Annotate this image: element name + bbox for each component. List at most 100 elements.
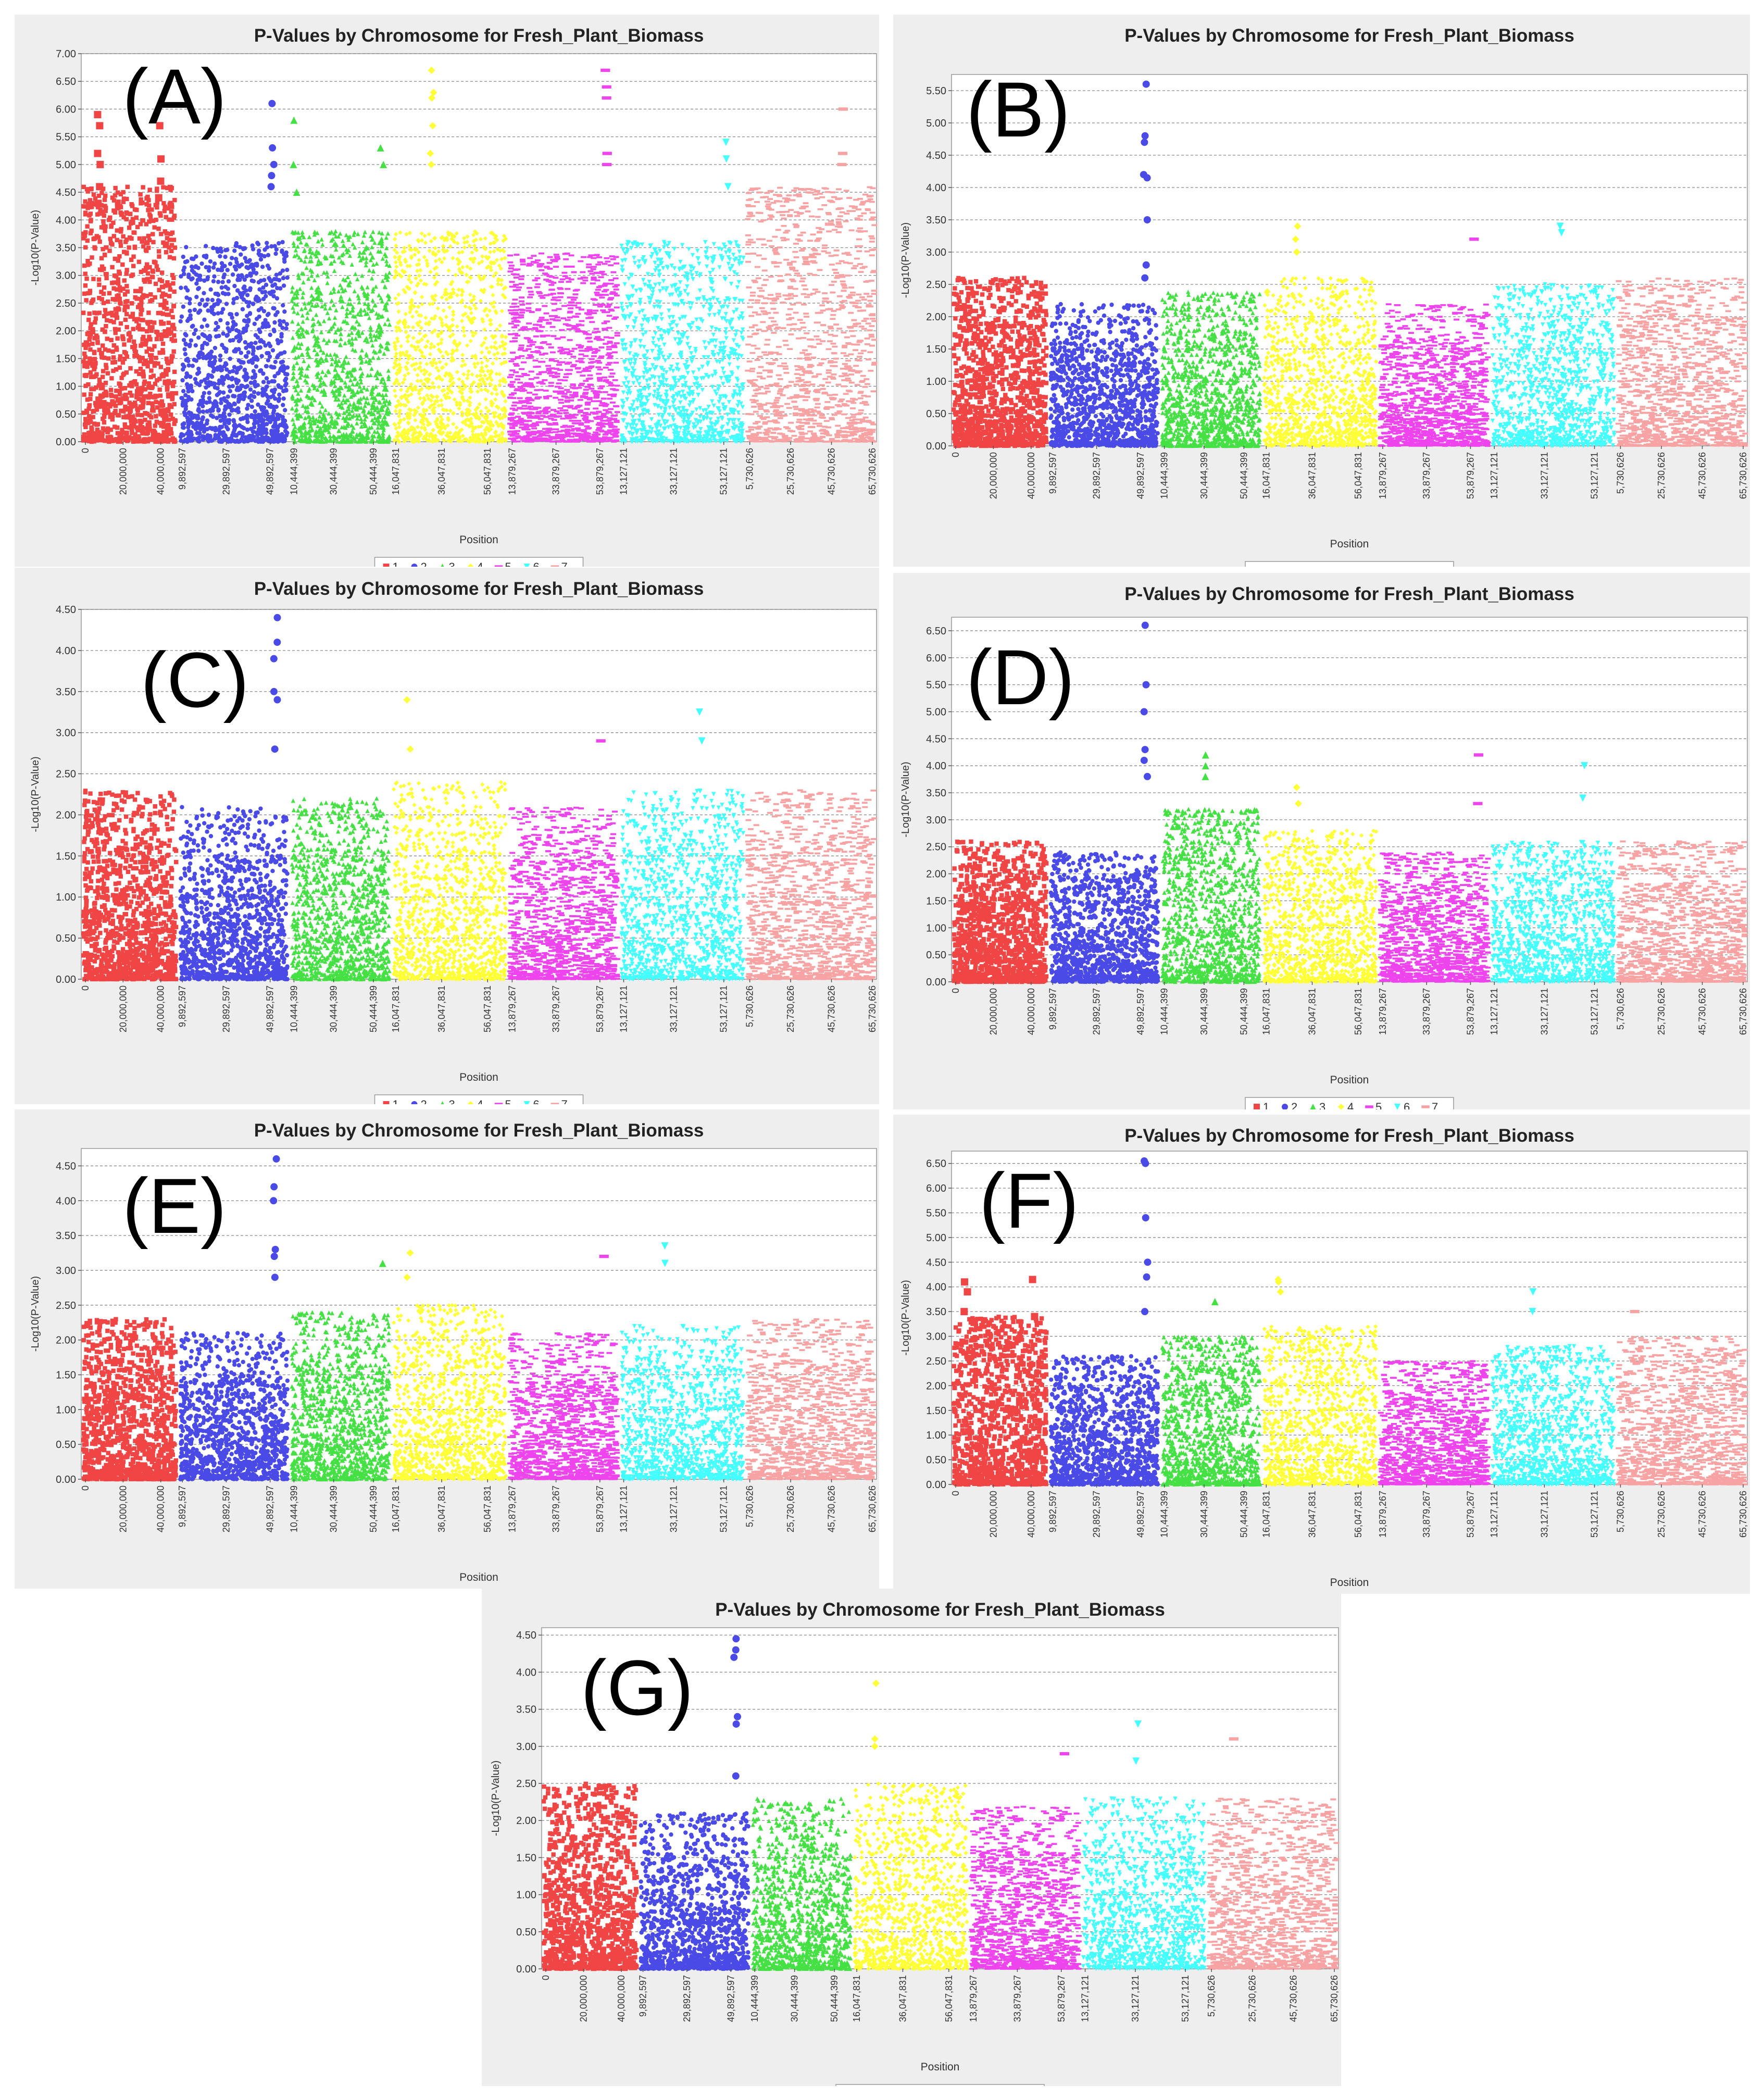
peak-point-chr-2 [1141,139,1148,146]
peak-point-chr-1 [96,183,104,191]
chromosome-series-7 [745,789,878,980]
peak-point-chr-3 [1202,762,1209,770]
panel-label: (E) [122,1162,227,1250]
x-tick-label: 56,047,831 [482,448,493,495]
legend-marker-1 [383,1101,390,1104]
chart-title: P-Values by Chromosome for Fresh_Plant_B… [1124,1126,1574,1146]
x-axis-label: Position [459,1571,498,1583]
y-tick-label: 0.50 [56,933,76,944]
background-points-chr-2 [178,1331,290,1482]
peak-point-chr-3 [380,160,387,168]
peak-point-chr-5 [602,96,611,100]
legend-marker-4 [467,564,474,567]
background-points-chr-6 [619,240,746,444]
chromosome-series-4 [1262,276,1379,448]
chromosome-series-6 [619,240,746,444]
y-tick-label: 4.00 [56,1195,76,1207]
y-tick-label: 3.50 [516,1704,536,1716]
peak-point-chr-5 [602,163,612,167]
chromosome-series-1 [951,1315,1049,1487]
x-tick-label: 20,000,000 [988,452,998,499]
x-tick-label: 53,879,267 [1465,452,1475,499]
x-axis-label: Position [1330,1577,1369,1589]
y-tick-label: 2.00 [516,1815,536,1827]
x-tick-label: 13,127,121 [619,1485,629,1532]
x-tick-label: 56,047,831 [482,1485,493,1532]
y-tick-label: 1.50 [926,895,946,907]
peak-point-chr-2 [270,655,278,663]
x-tick-label: 29,892,597 [682,1975,692,2022]
x-tick-label: 33,127,121 [1130,1975,1141,2022]
peak-point-chr-5 [1469,238,1479,241]
peak-point-chr-3 [293,189,301,196]
x-tick-label: 30,444,399 [1199,1491,1209,1538]
y-tick-label: 1.00 [56,892,76,903]
x-tick-label: 30,444,399 [329,448,339,495]
legend-marker-4 [1338,1104,1344,1109]
background-points-chr-5 [507,806,620,980]
peak-point-chr-5 [600,68,610,72]
x-tick-label: 16,047,831 [1261,988,1271,1035]
x-tick-label: 53,879,267 [595,1485,605,1532]
peak-point-chr-4 [428,66,435,74]
peak-point-chr-2 [267,183,275,191]
x-tick-label: 40,000,000 [156,1485,166,1532]
y-tick-label: 4.50 [926,1257,946,1268]
background-points-chr-5 [1378,852,1491,983]
background-points-chr-3 [290,229,392,444]
y-tick-label: 3.50 [926,215,946,226]
chromosome-series-3 [1160,807,1262,984]
peak-point-chr-2 [1143,174,1151,182]
x-tick-label: 40,000,000 [156,448,166,495]
chromosome-series-5 [1378,1360,1491,1485]
y-tick-label: 4.50 [56,187,76,198]
chromosome-series-2 [639,1811,751,1971]
legend-label-6: 6 [533,1098,540,1104]
x-tick-label: 0 [541,1975,551,1980]
manhattan-plot: P-Values by Chromosome for Fresh_Plant_B… [900,26,1748,567]
x-tick-label: 0 [950,452,961,457]
chromosome-series-1 [952,839,1049,984]
x-tick-label: 36,047,831 [436,985,447,1032]
y-tick-label: 1.00 [516,1890,536,1901]
y-tick-label: 3.00 [926,1331,946,1343]
peak-point-chr-4 [1277,1288,1284,1296]
y-tick-label: 4.50 [926,150,946,161]
x-tick-label: 16,047,831 [1261,1491,1271,1538]
legend: 1 2 3 4 5 6 7 [1245,561,1454,567]
peak-point-chr-1 [961,1278,969,1286]
y-tick-label: 3.50 [56,243,76,254]
x-tick-label: 25,730,626 [785,985,796,1032]
peak-point-chr-6 [722,139,730,146]
peak-point-chr-6 [722,155,730,163]
x-tick-label: 25,730,626 [785,1485,796,1532]
x-tick-label: 10,444,399 [289,985,299,1032]
x-tick-label: 0 [80,448,91,453]
legend-label-3: 3 [1319,1101,1325,1109]
y-tick-label: 1.00 [56,381,76,393]
panel-label: (F) [979,1157,1079,1244]
peak-point-chr-5 [1473,753,1484,757]
chart-panel: P-Values by Chromosome for Fresh_Plant_B… [15,568,879,1104]
x-axis-label: Position [459,1071,498,1083]
x-tick-label: 25,730,626 [1656,1491,1667,1538]
peak-point-chr-1 [964,1288,971,1296]
x-tick-label: 20,000,000 [118,448,128,495]
chromosome-series-4 [1262,828,1379,984]
x-tick-label: 5,730,626 [1206,1975,1217,2017]
peak-point-chr-2 [270,688,278,695]
y-tick-label: 4.50 [56,604,76,616]
x-tick-label: 50,444,399 [1238,1491,1249,1538]
chromosome-series-1 [81,789,179,982]
peak-point-chr-2 [270,160,278,168]
peak-point-chr-7 [838,107,848,111]
y-tick-label: 1.50 [516,1852,536,1864]
manhattan-plot: P-Values by Chromosome for Fresh_Plant_B… [900,584,1748,1109]
legend-marker-7 [1421,1105,1430,1108]
legend: 1 2 3 4 5 6 7 [374,1094,584,1104]
background-points-chr-6 [1490,840,1617,984]
peak-point-chr-4 [428,160,435,168]
plot-area [951,74,1748,446]
background-points-chr-2 [1048,850,1160,984]
y-tick-label: 5.00 [56,159,76,171]
